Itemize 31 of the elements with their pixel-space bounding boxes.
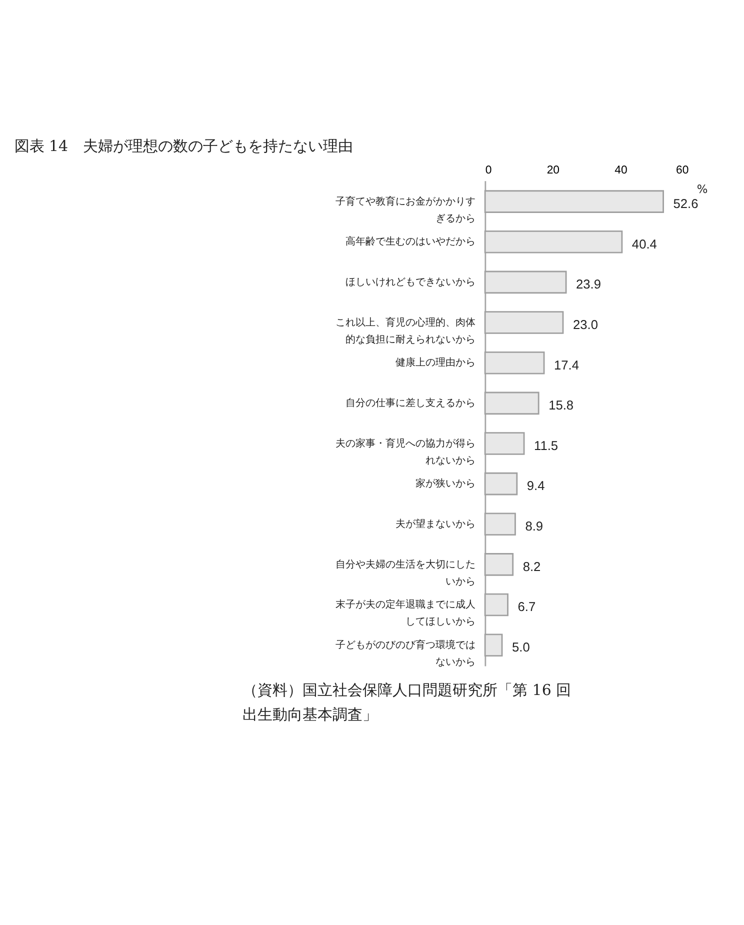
- data-label: 17.4: [554, 357, 579, 372]
- y-tick-label: 末子が夫の定年退職までに成人してほしいから: [335, 598, 476, 628]
- y-tick-label: 夫の家事・育児への協力が得られないから: [335, 437, 476, 466]
- data-label: 40.4: [632, 236, 657, 252]
- data-label: 11.5: [534, 438, 558, 453]
- y-tick-label: ほしいけれどもできないから: [345, 277, 476, 288]
- y-tick-label: これ以上、育児の心理的、肉体的な負担に耐えられないから: [335, 316, 476, 346]
- y-tick-label: 自分や夫婦の生活を大切にしたいから: [335, 558, 476, 588]
- y-tick-label: 自分の仕事に差し支えるから: [345, 397, 476, 410]
- y-tick-label: 子育てや教育にお金がかかりすぎるから: [335, 195, 476, 225]
- data-label: 52.6: [673, 196, 698, 211]
- text: （資料）国立社会保障人口問題研究所「第 16 回出生動向基本調査」: [242, 681, 572, 724]
- data-label: 5.0: [512, 640, 530, 655]
- y-tick-label: 家が狭いから: [415, 478, 476, 490]
- data-label: 8.9: [525, 518, 544, 534]
- y-tick-label: 子どもがのびのび育つ環境ではないから: [335, 638, 476, 668]
- y-tick-label: 高年齢で生むのはいやだから: [345, 236, 476, 248]
- data-label: 6.7: [518, 599, 536, 614]
- data-label: 8.2: [522, 558, 541, 574]
- y-tick-label: 健康上の理由から: [395, 356, 476, 369]
- data-label: 9.4: [526, 478, 545, 494]
- x-tick-label: 0: [485, 164, 492, 176]
- x-tick-label: 40: [614, 164, 628, 176]
- data-label: 23.9: [576, 276, 601, 292]
- x-tick-label: 60: [676, 164, 689, 176]
- data-label: 15.8: [548, 398, 574, 413]
- y-tick-label: 夫が望まないから: [395, 518, 476, 530]
- text: %: [696, 182, 708, 196]
- text: 図表 14 夫婦が理想の数の子どもを持たない理由: [14, 136, 354, 155]
- data-label: 23.0: [572, 316, 598, 332]
- x-tick-label: 20: [546, 164, 560, 176]
